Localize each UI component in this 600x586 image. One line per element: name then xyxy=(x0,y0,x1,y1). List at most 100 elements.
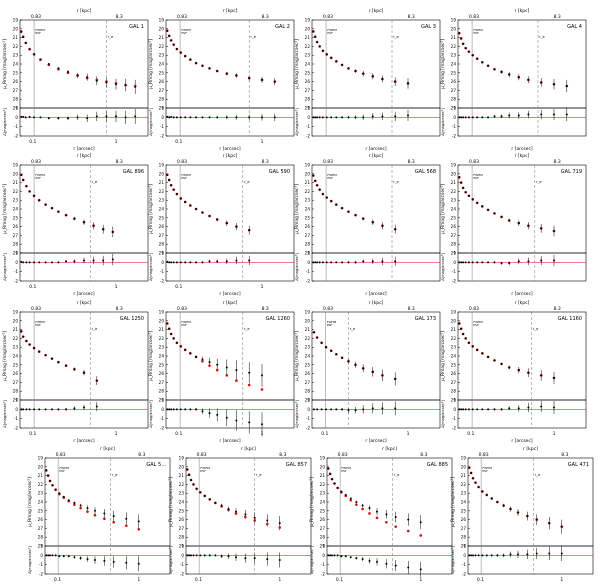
data-point xyxy=(314,179,317,182)
y-tick-label: 26 xyxy=(305,224,311,229)
y-tick-label: 23 xyxy=(159,53,165,58)
resid-point xyxy=(362,408,365,411)
y-axis-label: μ_Rmag [mag/arcsec²] xyxy=(148,39,154,89)
data-point xyxy=(471,345,474,348)
re-label: r_e xyxy=(244,180,250,184)
x-tick-label: 0.1 xyxy=(195,577,202,582)
y-tick-label: 26 xyxy=(320,517,326,522)
y-tick-label: 19 xyxy=(461,456,467,461)
resid-point xyxy=(407,566,410,569)
data-point xyxy=(493,212,496,215)
y-tick-label: 29 xyxy=(320,544,326,549)
resid-point xyxy=(25,408,28,411)
y-tick-label: 19 xyxy=(38,456,44,461)
resid-axis-label: Δ[mag/arcsec²] xyxy=(441,108,445,136)
x-tick-label: 0.1 xyxy=(467,431,474,437)
y-tick-label: 25 xyxy=(305,70,311,75)
panel-15: r [kpc]0.83 8.3192021222324252627282910-1… xyxy=(309,446,453,586)
data-point xyxy=(273,80,276,83)
y-axis-label: μ_Rmag [mag/arcsec²] xyxy=(27,477,33,527)
data-point xyxy=(341,356,344,359)
data-point xyxy=(208,498,211,501)
data-point xyxy=(83,221,85,224)
data-point xyxy=(175,341,178,344)
resid-tick-label: -2 xyxy=(39,572,44,577)
x-tick-label: 1 xyxy=(115,139,118,145)
resid-point xyxy=(381,407,384,410)
data-point xyxy=(535,518,538,521)
resid-frame xyxy=(19,399,149,429)
data-point xyxy=(371,221,374,224)
y-tick-label: 28 xyxy=(159,242,165,247)
resid-frame xyxy=(19,252,149,282)
data-point xyxy=(321,193,324,196)
resid-point xyxy=(471,116,474,119)
resid-point xyxy=(51,554,54,557)
data-point xyxy=(354,70,357,73)
data-point xyxy=(316,184,319,187)
data-point xyxy=(354,214,357,217)
data-point xyxy=(548,522,551,525)
data-point xyxy=(472,477,474,480)
fwhm-sublabel: PSF xyxy=(181,323,187,327)
resid-point xyxy=(361,558,364,561)
data-point xyxy=(329,472,332,475)
y-tick-label: 26 xyxy=(159,371,165,376)
resid-point xyxy=(25,261,28,264)
y-tick-label: 23 xyxy=(159,345,165,350)
resid-point xyxy=(385,562,388,565)
y-tick-label: 23 xyxy=(451,345,457,350)
resid-point xyxy=(170,408,173,411)
data-point xyxy=(115,83,117,86)
y-tick-label: 21 xyxy=(305,180,311,185)
y-tick-label: 21 xyxy=(305,35,311,40)
data-point xyxy=(199,491,202,494)
resid-point xyxy=(508,262,511,265)
resid-point xyxy=(493,408,496,411)
y-tick-label: 26 xyxy=(179,517,185,522)
resid-tick-label: 0 xyxy=(307,115,310,120)
resid-point xyxy=(225,416,228,419)
top-axis-label: r [kpc] xyxy=(515,300,530,306)
resid-point xyxy=(58,555,61,558)
y-tick-label: 27 xyxy=(38,526,44,531)
y-tick-label: 22 xyxy=(159,44,165,49)
y-tick-label: 23 xyxy=(451,53,457,58)
resid-tick-label: 1 xyxy=(453,251,456,256)
y-tick-label: 21 xyxy=(451,327,457,332)
y-tick-label: 25 xyxy=(13,215,19,220)
data-point xyxy=(508,219,511,222)
top-axis-label: r [kpc] xyxy=(382,446,397,452)
data-point xyxy=(487,208,490,211)
resid-axis-label: Δ[mag/arcsec²] xyxy=(149,253,153,281)
data-point xyxy=(201,358,204,361)
resid-point xyxy=(458,261,461,264)
y-tick-label: 26 xyxy=(159,79,165,84)
resid-tick-label: 1 xyxy=(307,106,310,111)
panel-5: r [kpc]0.83 8.3192021222324252627282910-1… xyxy=(2,153,149,297)
resid-point xyxy=(347,116,350,119)
resid-point xyxy=(394,115,397,118)
fwhm-label: FWHM xyxy=(473,173,483,177)
y-axis-label: μ_Rmag [mag/arcsec²] xyxy=(440,39,446,89)
y-tick-label: 29 xyxy=(159,251,165,256)
y-tick-label: 28 xyxy=(451,389,457,394)
y-tick-label: 19 xyxy=(179,456,185,461)
data-point xyxy=(248,371,251,374)
data-point xyxy=(325,346,328,349)
resid-tick-label: -1 xyxy=(306,416,311,421)
x-tick-label: 0.1 xyxy=(175,139,182,145)
resid-point xyxy=(94,559,96,561)
data-point xyxy=(460,327,463,330)
x-tick-label: 0.1 xyxy=(336,577,343,582)
resid-point xyxy=(362,116,365,119)
y-tick-label: 25 xyxy=(159,362,165,367)
data-point xyxy=(172,188,175,191)
x-axis-label: r [arcsec] xyxy=(73,291,95,297)
resid-point xyxy=(112,560,115,563)
x-axis-label: r [arcsec] xyxy=(511,146,533,152)
fwhm-label: FWHM xyxy=(35,28,45,32)
y-tick-label: 28 xyxy=(451,242,457,247)
data-point xyxy=(49,479,51,482)
data-point xyxy=(189,352,192,355)
